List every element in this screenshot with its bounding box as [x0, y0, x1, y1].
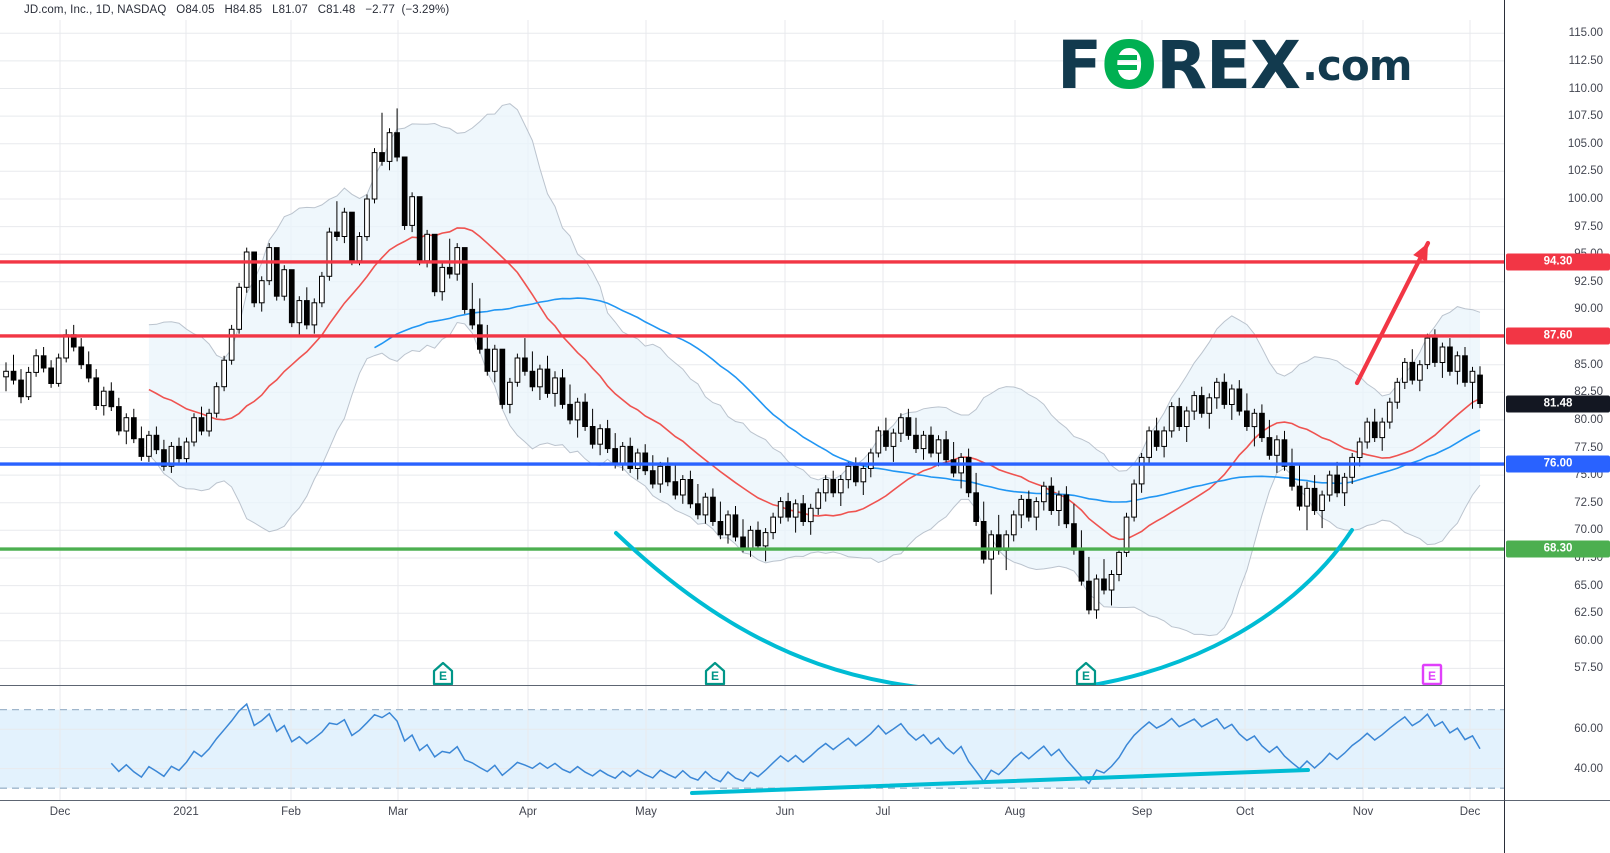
open-label: O — [176, 4, 186, 16]
axis-corner — [1504, 800, 1610, 853]
change-percent: (−3.29%) — [401, 4, 450, 16]
time-tick-jul: Jul — [875, 806, 891, 818]
time-tick-aug: Aug — [1004, 806, 1026, 818]
price-tick-70-00: 70.00 — [1574, 524, 1603, 537]
low-value: 81.07 — [278, 4, 308, 16]
time-tick-mar: Mar — [388, 806, 408, 818]
time-tick-nov: Nov — [1352, 806, 1374, 818]
logo-euro-o: O — [1101, 27, 1157, 104]
close-label: C — [317, 4, 327, 16]
exchange: NASDAQ — [117, 4, 167, 16]
logo-dotcom: .com — [1302, 41, 1412, 90]
time-tick-sep: Sep — [1131, 806, 1153, 818]
close-value: 81.48 — [326, 4, 356, 16]
price-tick-115-00: 115.00 — [1568, 27, 1603, 40]
high-label: H — [224, 4, 233, 16]
time-tick-jun: Jun — [775, 806, 795, 818]
price-tick-112-50: 112.50 — [1568, 54, 1603, 67]
earnings-marker-4[interactable]: E — [1421, 663, 1443, 685]
rsi-chart-canvas[interactable] — [0, 686, 1504, 800]
rsi-tick-40-00: 40.00 — [1574, 762, 1603, 775]
earnings-marker-1[interactable]: E — [432, 661, 454, 685]
price-badge-support-68-30[interactable]: 68.30 — [1506, 540, 1610, 558]
price-tick-77-50: 77.50 — [1574, 441, 1603, 454]
price-axis[interactable]: 115.00 112.50 110.00 107.50 105.00 102.50 100.… — [1504, 0, 1610, 800]
price-badge-resistance-94-30[interactable]: 94.30 — [1506, 253, 1610, 271]
low-label: L — [272, 4, 279, 16]
time-tick-oct: Oct — [1236, 806, 1254, 818]
price-badge-level-76-00[interactable]: 76.00 — [1506, 455, 1610, 473]
price-badge-resistance-87-60[interactable]: 87.60 — [1506, 327, 1610, 345]
price-tick-100-00: 100.00 — [1567, 193, 1603, 205]
earnings-marker-2[interactable]: E — [704, 661, 726, 685]
panel-divider — [0, 685, 1504, 686]
high-value: 84.85 — [232, 4, 263, 16]
rsi-tick-60-00: 60.00 — [1574, 723, 1603, 736]
svg-text:E: E — [711, 669, 719, 683]
price-tick-97-50: 97.50 — [1574, 220, 1603, 233]
price-tick-92-50: 92.50 — [1574, 275, 1603, 288]
price-tick-102-50: 102.50 — [1567, 165, 1603, 178]
time-tick-dec: Dec — [49, 806, 71, 818]
price-tick-110-00: 110.00 — [1568, 82, 1603, 95]
time-axis-divider — [0, 800, 1504, 801]
time-axis[interactable]: Dec 2021 Feb Mar Apr May Jun Jul Aug Sep Oct Nov Dec — [0, 800, 1504, 852]
euro-bars-icon — [1111, 55, 1138, 70]
time-tick-feb: Feb — [281, 806, 301, 818]
price-tick-85-00: 85.00 — [1574, 358, 1603, 371]
symbol-name[interactable]: JD.com, Inc. — [24, 4, 90, 16]
price-tick-60-00: 60.00 — [1574, 634, 1603, 647]
price-tick-105-00: 105.00 — [1567, 137, 1603, 150]
price-badge-last-price[interactable]: 81.48 — [1506, 395, 1610, 412]
open-value: 84.05 — [185, 4, 215, 16]
svg-text:E: E — [1428, 669, 1436, 683]
change-value: −2.77 — [365, 4, 395, 16]
time-tick-apr: Apr — [519, 806, 537, 818]
time-tick-2021: 2021 — [173, 806, 199, 818]
time-tick-may: May — [635, 806, 657, 818]
earnings-marker-3[interactable]: E — [1075, 661, 1097, 685]
svg-text:E: E — [1082, 669, 1090, 683]
rsi-panel[interactable] — [0, 686, 1504, 800]
price-tick-65-00: 65.00 — [1574, 579, 1603, 592]
svg-text:E: E — [439, 669, 447, 683]
price-tick-90-00: 90.00 — [1574, 303, 1603, 316]
price-tick-62-50: 62.50 — [1574, 607, 1603, 620]
price-tick-57-50: 57.50 — [1574, 662, 1603, 675]
time-tick-dec: Dec — [1459, 806, 1481, 818]
price-tick-72-50: 72.50 — [1574, 496, 1603, 509]
price-tick-80-00: 80.00 — [1574, 413, 1603, 426]
symbol-legend[interactable]: JD.com, Inc., 1D, NASDAQ O84.05 H84.85 L… — [24, 4, 450, 16]
forex-com-logo: F O REX .com — [1057, 27, 1412, 104]
chart-header: JD.com, Inc., 1D, NASDAQ O84.05 H84.85 L… — [0, 0, 1610, 20]
logo-letters-rex: REX — [1156, 27, 1301, 104]
price-tick-107-50: 107.50 — [1567, 110, 1603, 123]
logo-letter-f: F — [1057, 27, 1102, 104]
interval[interactable]: 1D — [95, 4, 111, 16]
